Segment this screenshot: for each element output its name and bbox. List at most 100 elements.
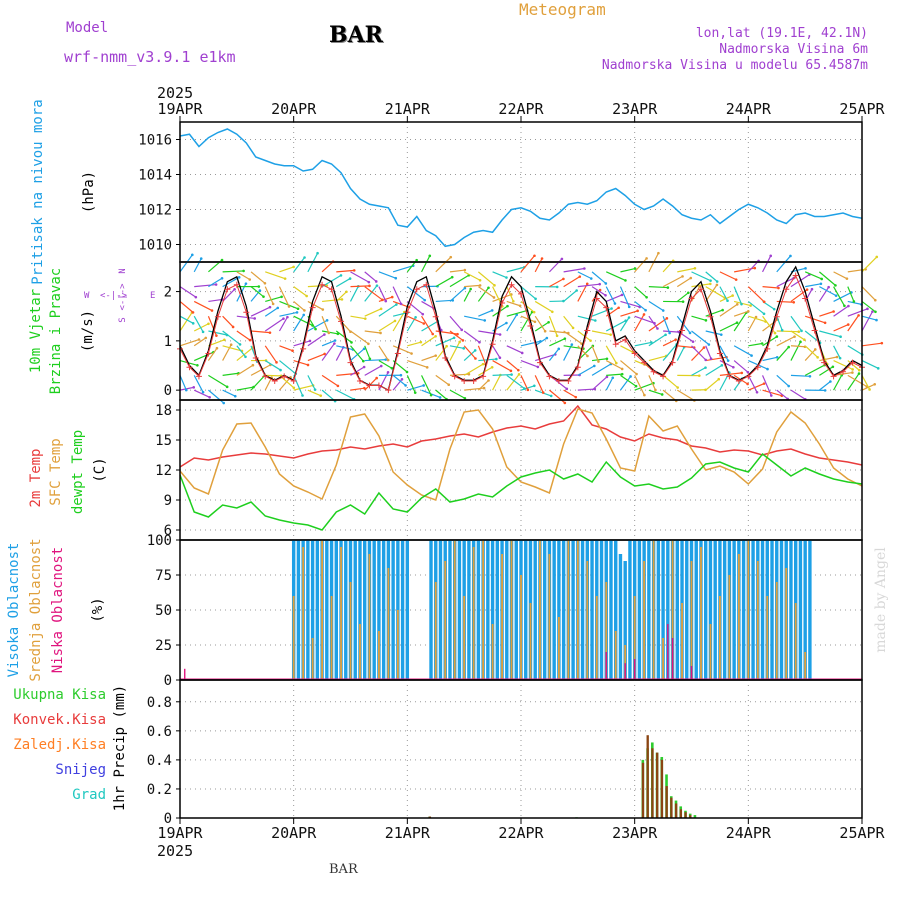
wind-speed-line [179,265,863,392]
wind-arrow-head [645,257,648,260]
wind-arrow [492,271,507,279]
wind-arrow-head [352,269,356,272]
conv-rain-bar [674,803,678,818]
wind-arrow-head [268,331,272,334]
wind-arrow [250,271,266,284]
wind-arrow-head [474,357,477,360]
footer-station: BAR [329,862,358,877]
wind-arrow-head [645,296,648,299]
wind-arrow-head [874,310,877,314]
wind-arrow-head [415,258,418,262]
wind-arrow-head [846,323,850,326]
wind-arrow [336,345,354,351]
wind-arrow-head [449,255,453,259]
wind-arrow-head [498,356,502,360]
wind-arrow [278,316,288,332]
wind-arrow-head [551,310,554,314]
wind-arrow [776,277,794,288]
wind-arrow [350,345,364,362]
wind-arrow-head [498,333,502,336]
wind-arrow-head [820,277,824,281]
wind-arrow [605,320,626,332]
wind-arrow [606,294,623,302]
mid-cloud-bar [719,596,721,680]
wind-arrow-head [819,282,823,286]
low-cloud-bar [690,666,693,680]
high-cloud-bar [666,540,670,680]
wind-marker [849,359,856,366]
wind-arrow [321,343,335,361]
x-tick-top-label: 23APR [612,100,658,118]
wind-arrow [662,275,683,288]
wind-arrow-head [434,334,437,338]
wind-arrow-head [336,384,340,388]
high-cloud-bar [495,540,500,680]
wind-arrow [392,345,412,355]
mid-cloud-bar [501,554,503,680]
wind-arrow [705,330,722,336]
high-cloud-bar [623,561,627,680]
wind-arrow [662,315,671,334]
wind-arrow-head [192,386,196,389]
mid-cloud-bar [756,561,759,680]
wind-arrow-head [598,288,602,292]
wind-arrow [293,314,305,332]
wind-arrow [691,345,707,361]
wind-arrow-head [257,285,261,288]
wind-marker [508,281,515,288]
wind-arrow [392,311,405,332]
wind-arrow-head [405,370,409,374]
wind-arrow [619,286,630,308]
wind-arrow [179,286,197,298]
wind-arrow-head [583,267,586,270]
wind-arrow-head [656,327,659,330]
y-tick-label: 12 [155,463,172,479]
wind-arrow-head [505,276,508,279]
wind-arrow [705,364,723,376]
wind-arrow [861,342,882,347]
wind-arrow [407,341,422,347]
wind-arrow-head [772,307,776,311]
wind-arrow-head [563,337,567,340]
wind-arrow [804,271,822,280]
wind-arrow [819,381,831,391]
mid-cloud-bar [671,540,674,680]
wind-arrow-head [735,303,739,306]
wind-arrow-head [598,282,601,286]
wind-arrow [236,330,251,341]
mid-cloud-bar [709,624,712,680]
wind-arrow [449,287,466,302]
wind-arrow [619,376,632,391]
wind-arrow-head [283,277,287,280]
wind-arrow [520,340,541,347]
wind-marker [536,359,543,366]
wind-arrow [264,286,274,305]
wind-arrow-head [362,359,365,363]
wind-arrow-head [362,347,366,351]
wind-arrow [662,389,677,402]
wind-arrow-head [851,371,854,374]
mid-cloud-bar [491,624,494,680]
mid-cloud-bar [728,575,731,680]
wind-arrow-head [363,317,367,320]
wind-arrow-head [533,254,536,258]
wind-marker [773,313,780,320]
wind-arrow [804,315,826,324]
wind-arrow-head [191,322,195,325]
wind-arrow-head [520,351,524,355]
wind-arrow [193,389,210,398]
wind-marker [404,309,411,316]
high-cloud-bar [661,540,665,680]
y-tick-label: 2 [164,285,172,301]
wind-arrow [250,306,271,317]
wind-arrow [193,323,209,332]
wind-arrow-head [750,354,753,357]
low-cloud-bar [671,638,674,680]
wind-arrow-head [620,293,624,297]
mid-cloud-bar [330,596,333,680]
wind-arrow [662,339,676,347]
wind-arrow-head [233,394,237,398]
mid-cloud-bar [359,624,361,680]
wind-arrow [435,337,455,347]
wind-arrow [236,346,254,362]
